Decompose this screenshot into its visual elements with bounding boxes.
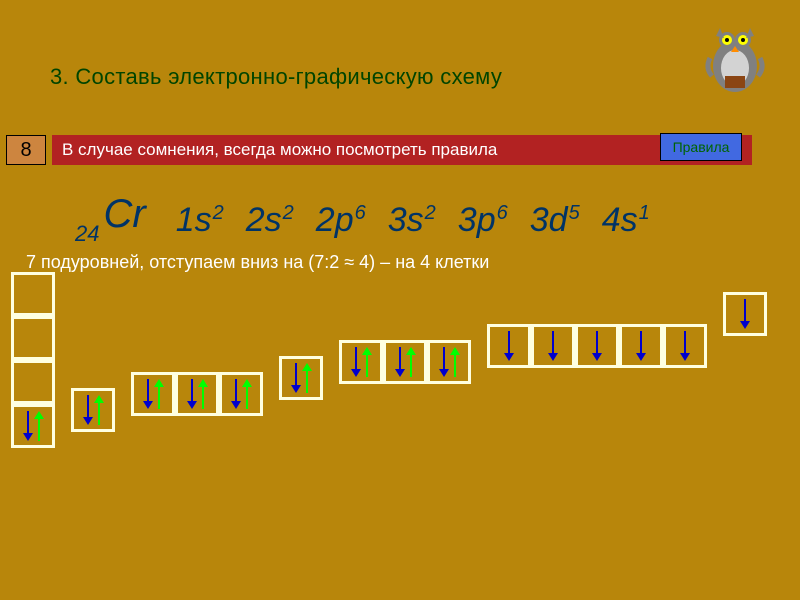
orbital: 3p6	[458, 201, 508, 240]
slide-number-badge: 8	[6, 135, 46, 165]
orbital-cell	[619, 324, 663, 368]
electron-arrow-down	[24, 409, 32, 443]
electron-arrow-down	[232, 377, 240, 411]
electron-arrow-down	[549, 329, 557, 363]
electron-arrow-up	[407, 345, 415, 379]
electron-arrow-up	[95, 393, 103, 427]
electron-arrow-down	[292, 361, 300, 395]
electron-arrow-up	[363, 345, 371, 379]
orbital: 1s2	[176, 201, 224, 240]
electron-arrow-down	[637, 329, 645, 363]
electron-arrow-down	[396, 345, 404, 379]
orbital-cell	[11, 404, 55, 448]
electron-arrow-down	[84, 393, 92, 427]
electron-arrow-down	[144, 377, 152, 411]
electron-arrow-down	[741, 297, 749, 331]
orbital-cell	[531, 324, 575, 368]
electron-arrow-up	[35, 409, 43, 443]
orbital-diagram	[11, 272, 791, 482]
orbital-cell	[487, 324, 531, 368]
orbital: 2p6	[316, 201, 366, 240]
rules-button[interactable]: Правила	[660, 133, 742, 161]
orbital-cell	[723, 292, 767, 336]
electron-arrow-down	[440, 345, 448, 379]
orbital: 4s1	[602, 201, 650, 240]
orbital-list: 1s2 2s2 2p6 3s2 3p6 3d5 4s1	[176, 201, 650, 240]
orbital-cell	[663, 324, 707, 368]
electron-arrow-up	[243, 377, 251, 411]
electron-arrow-down	[593, 329, 601, 363]
orbital-cell	[279, 356, 323, 400]
orbital-cell	[175, 372, 219, 416]
sublevel-note: 7 подуровней, отступаем вниз на (7:2 ≈ 4…	[26, 252, 489, 273]
orbital-cell	[11, 316, 55, 360]
atomic-number: 24	[75, 221, 99, 247]
mascot-icon	[700, 18, 770, 98]
electron-arrow-down	[505, 329, 513, 363]
orbital-cell	[575, 324, 619, 368]
orbital-cell	[339, 340, 383, 384]
electron-arrow-up	[451, 345, 459, 379]
orbital-cell	[71, 388, 115, 432]
electron-arrow-down	[681, 329, 689, 363]
electron-arrow-up	[199, 377, 207, 411]
orbital-cell	[11, 360, 55, 404]
element-symbol: Cr	[103, 192, 145, 237]
orbital-cell	[427, 340, 471, 384]
electron-arrow-up	[303, 361, 311, 395]
electron-arrow-down	[352, 345, 360, 379]
orbital: 3s2	[388, 201, 436, 240]
hint-banner: В случае сомнения, всегда можно посмотре…	[52, 135, 752, 165]
title: 3. Составь электронно-графическую схему	[50, 64, 502, 90]
orbital: 2s2	[246, 201, 294, 240]
orbital-cell	[383, 340, 427, 384]
orbital: 3d5	[530, 201, 580, 240]
electron-arrow-down	[188, 377, 196, 411]
orbital-cell	[219, 372, 263, 416]
electron-arrow-up	[155, 377, 163, 411]
electron-config-row: 24 Cr 1s22s22p63s23p63d54s1	[75, 196, 650, 241]
orbital-cell	[11, 272, 55, 316]
orbital-cell	[131, 372, 175, 416]
